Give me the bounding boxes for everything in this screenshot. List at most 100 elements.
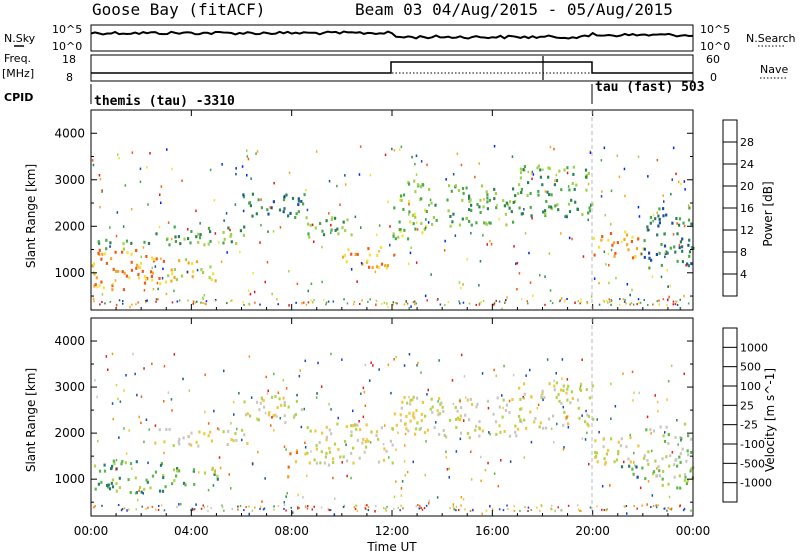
data-cell <box>605 263 607 266</box>
data-cell <box>150 256 154 260</box>
data-cell <box>271 395 274 399</box>
data-cell <box>222 241 225 245</box>
data-cell <box>389 225 391 228</box>
data-cell <box>267 413 271 417</box>
data-cell <box>592 237 595 241</box>
data-cell <box>594 439 597 443</box>
data-cell <box>369 379 371 382</box>
data-cell <box>115 482 118 486</box>
data-cell <box>603 509 606 511</box>
data-cell <box>132 352 134 356</box>
data-cell <box>524 506 526 509</box>
data-cell <box>480 479 482 483</box>
data-cell <box>197 232 200 236</box>
data-cell <box>284 421 287 425</box>
data-cell <box>192 468 196 472</box>
colorbar-tick-label: 16 <box>740 202 754 215</box>
data-cell <box>520 191 523 194</box>
data-cell <box>279 417 281 420</box>
data-cell <box>325 301 328 304</box>
data-cell <box>248 302 250 305</box>
data-cell <box>676 300 678 303</box>
y-tick-label: 3000 <box>54 173 85 187</box>
data-cell <box>575 183 578 187</box>
data-cell <box>503 204 506 208</box>
data-cell <box>151 266 153 269</box>
data-cell <box>399 198 402 202</box>
data-cell <box>138 415 140 419</box>
data-cell <box>425 218 427 221</box>
data-cell <box>558 300 561 303</box>
data-cell <box>513 200 517 204</box>
data-cell <box>547 175 550 179</box>
data-cell <box>507 507 509 510</box>
data-cell <box>412 411 415 415</box>
data-cell <box>577 300 579 303</box>
data-cell <box>690 450 693 454</box>
data-cell <box>400 199 403 202</box>
data-cell <box>636 303 638 306</box>
data-cell <box>574 200 577 204</box>
data-cell <box>685 264 687 267</box>
data-cell <box>636 475 639 479</box>
data-cell <box>541 183 544 187</box>
data-cell <box>154 441 157 445</box>
data-cell <box>161 277 164 280</box>
data-cell <box>92 262 96 266</box>
data-cell <box>590 203 593 207</box>
data-cell <box>207 488 210 492</box>
x-tick-label: 12:00 <box>375 524 410 538</box>
data-cell <box>214 279 217 283</box>
data-cell <box>271 292 273 296</box>
data-cell <box>273 508 275 511</box>
data-cell <box>262 399 265 403</box>
data-cell <box>353 301 356 303</box>
data-cell <box>377 460 381 464</box>
data-cell <box>122 302 124 305</box>
data-cell <box>178 299 181 302</box>
data-cell <box>322 298 325 301</box>
data-cell <box>542 210 545 214</box>
data-cell <box>681 249 684 253</box>
data-cell <box>145 277 148 281</box>
data-cell <box>652 213 655 217</box>
data-cell <box>143 275 147 279</box>
data-cell <box>553 379 555 383</box>
data-cell <box>135 303 137 306</box>
data-cell <box>400 487 403 490</box>
data-cell <box>522 395 524 399</box>
data-cell <box>464 508 466 511</box>
data-cell <box>531 177 533 181</box>
data-cell <box>551 302 554 305</box>
data-cell <box>584 420 587 424</box>
data-cell <box>315 461 318 465</box>
data-cell <box>187 237 190 241</box>
data-cell <box>525 374 527 377</box>
data-cell <box>494 192 497 195</box>
data-cell <box>587 211 590 215</box>
data-cell <box>560 232 562 235</box>
data-cell <box>658 303 660 306</box>
data-cell <box>260 396 263 400</box>
data-cell <box>478 434 481 438</box>
data-cell <box>118 436 120 439</box>
data-cell <box>464 413 467 417</box>
data-cell <box>210 278 213 282</box>
data-cell <box>560 401 563 405</box>
data-cell <box>636 507 638 510</box>
data-cell <box>320 450 323 454</box>
data-cell <box>213 409 215 413</box>
data-cell <box>173 353 176 356</box>
data-cell <box>413 303 416 306</box>
data-cell <box>178 442 181 446</box>
data-cell <box>676 303 679 306</box>
data-cell <box>545 426 548 430</box>
data-cell <box>515 262 517 265</box>
data-cell <box>676 232 679 236</box>
data-cell <box>117 504 120 506</box>
data-cell <box>233 413 235 416</box>
data-cell <box>242 193 245 197</box>
data-cell <box>149 152 151 155</box>
data-cell <box>545 199 548 203</box>
data-cell <box>401 480 404 483</box>
